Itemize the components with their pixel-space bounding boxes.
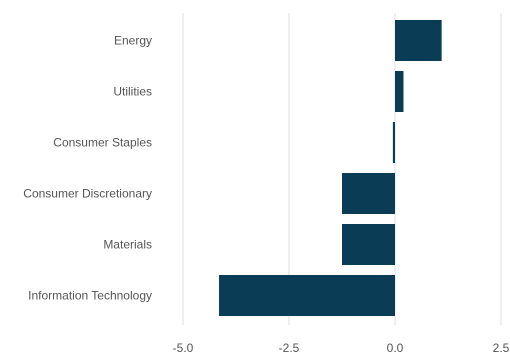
category-label: Information Technology [28,289,152,303]
bar [342,173,395,214]
bar [395,71,404,112]
category-label: Consumer Discretionary [23,187,152,201]
bar [342,224,395,265]
x-tick-label: 0.0 [387,341,404,353]
category-label: Consumer Staples [53,136,152,150]
bar [395,20,442,61]
bar [392,122,395,163]
category-labels: Energy Utilities Consumer Staples Consumer … [23,34,152,303]
bars [219,20,442,316]
x-tick-label: -5.0 [173,341,194,353]
category-label: Utilities [113,85,152,99]
x-tick-label: -2.5 [279,341,300,353]
bar [219,275,395,316]
x-tick-label: 2.5 [493,341,510,353]
category-label: Energy [114,34,152,48]
category-label: Materials [103,238,152,252]
gridlines [182,13,502,325]
x-tick-labels: -5.0 -2.5 0.0 2.5 [173,341,510,353]
